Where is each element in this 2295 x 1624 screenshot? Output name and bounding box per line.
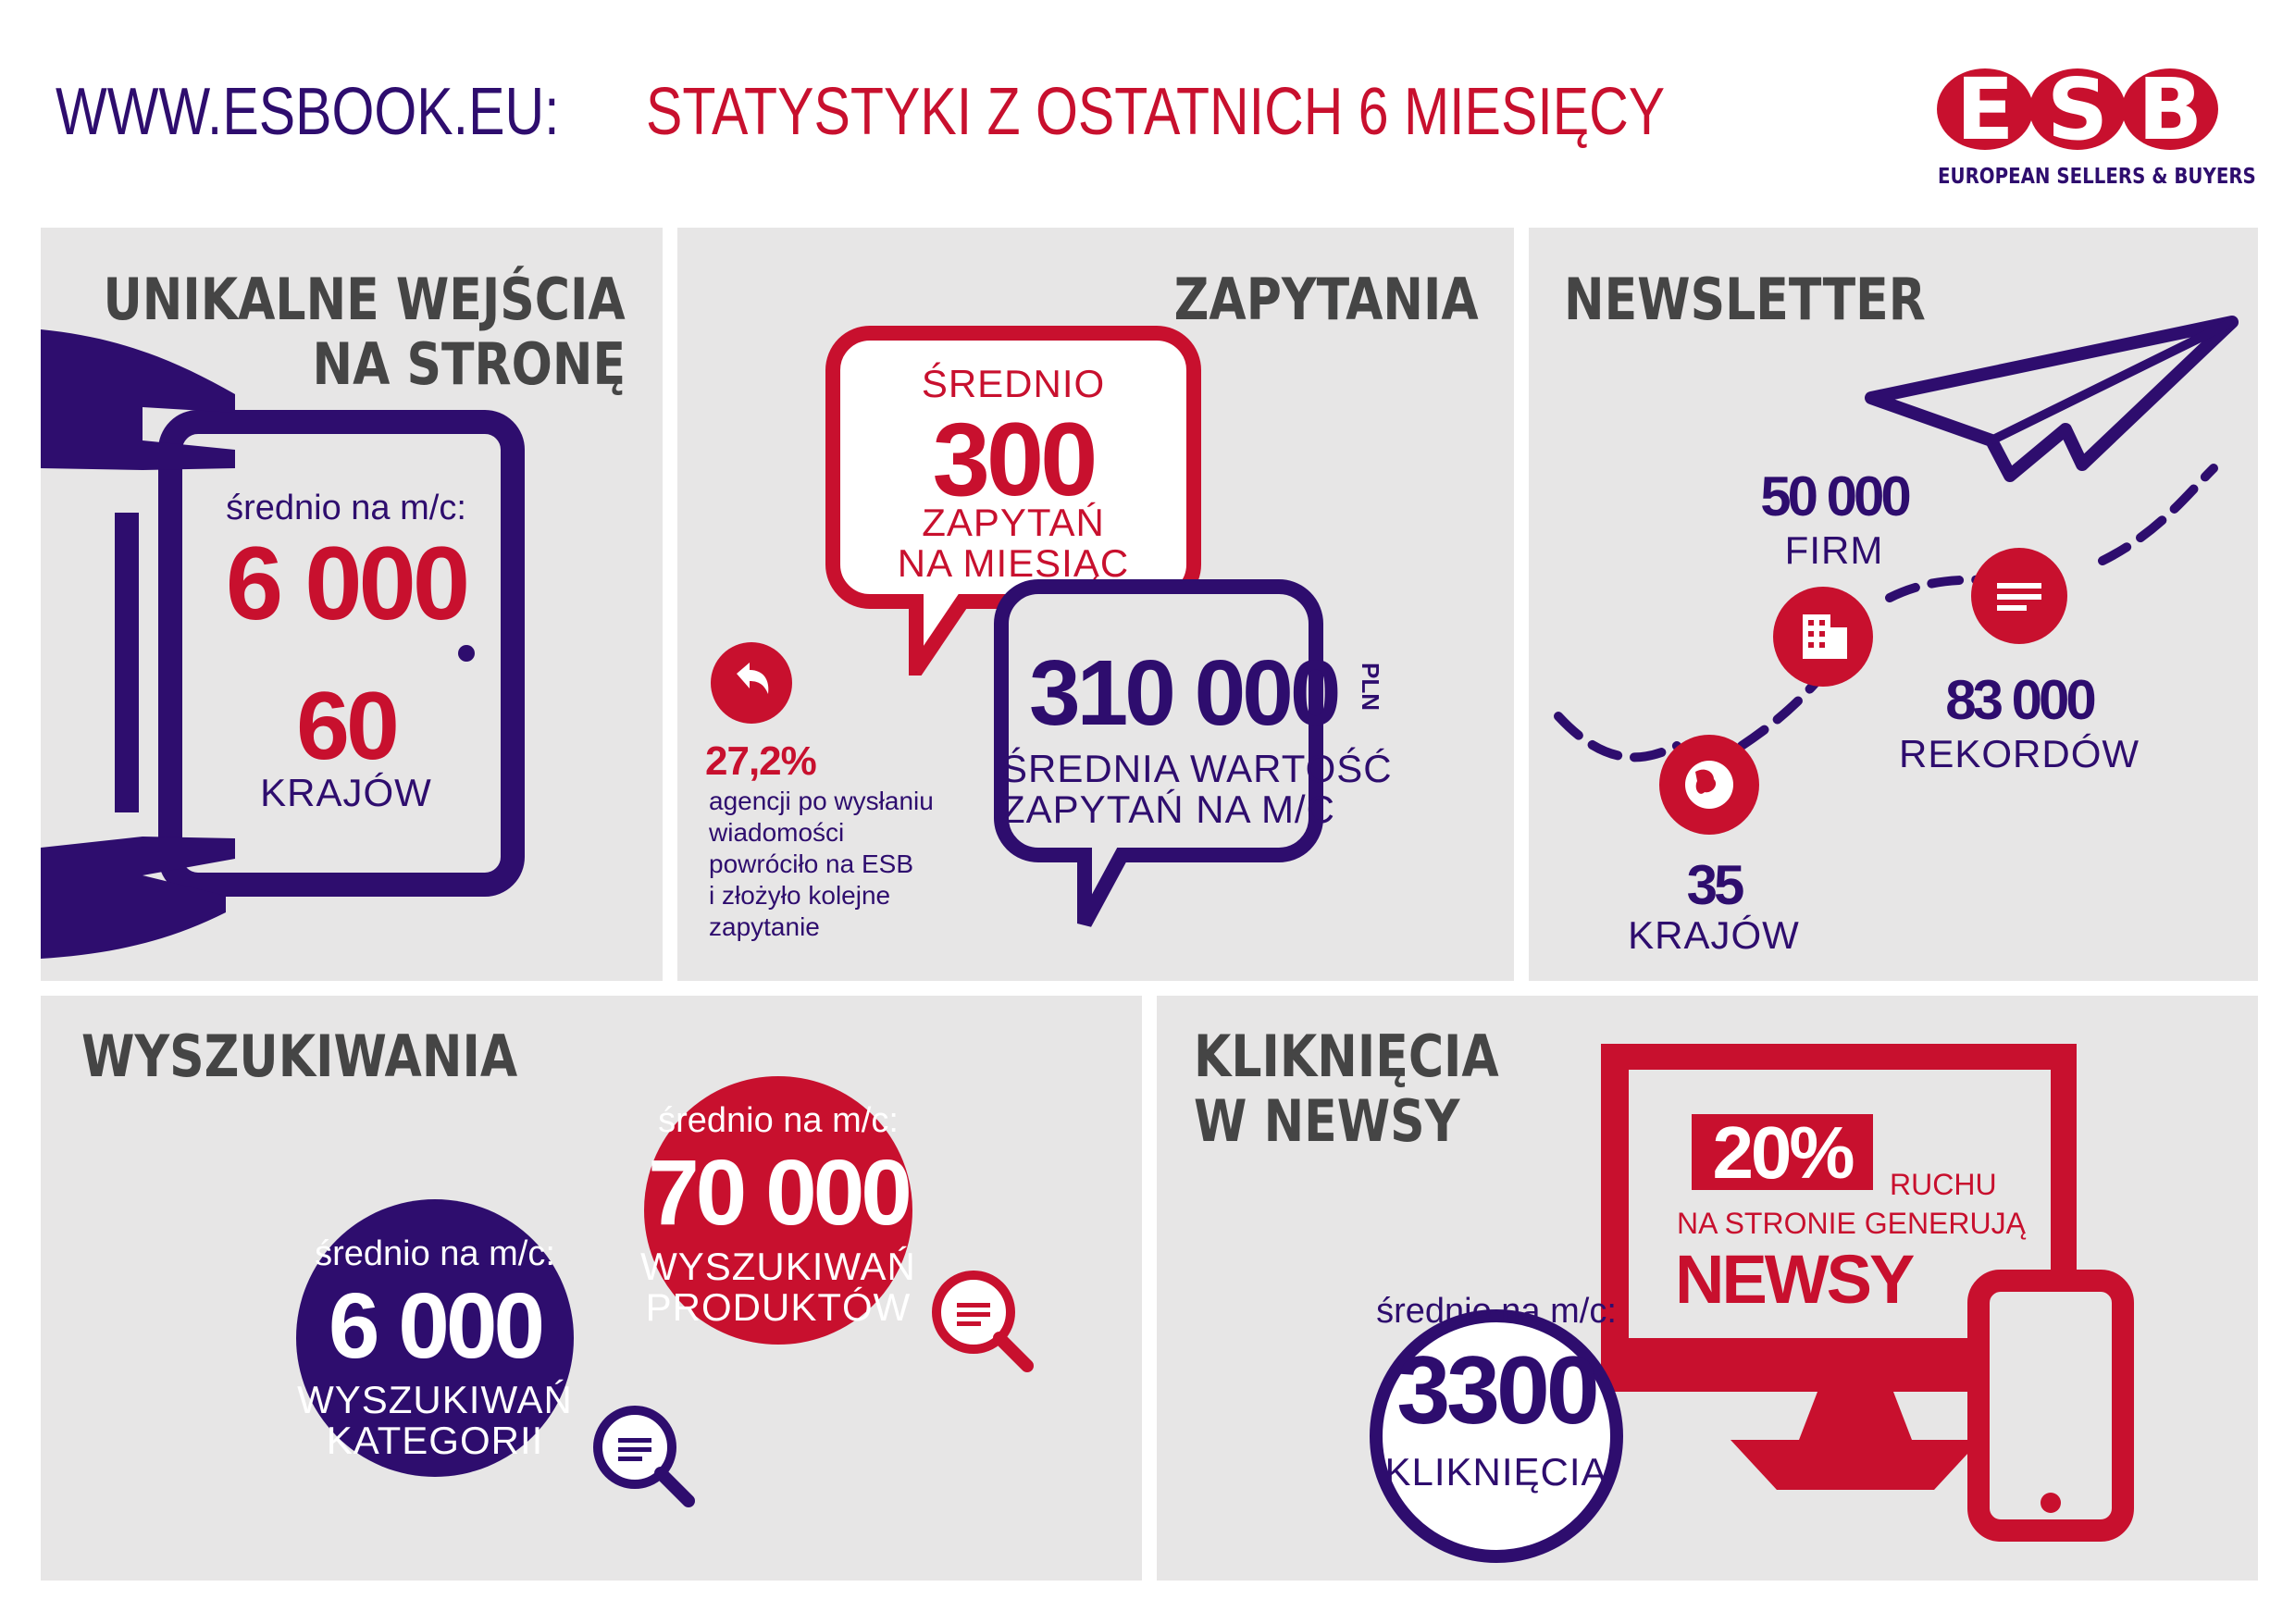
svg-text:S: S (2047, 61, 2108, 154)
paper-plane-icon (1865, 316, 2239, 482)
esb-logo-mark: E S B (1937, 60, 2218, 159)
svg-text:E: E (1956, 61, 2015, 154)
red-line2: PRODUKTÓW (645, 1285, 912, 1329)
purple-value: 6 000 (328, 1274, 545, 1378)
search-circles (296, 1063, 1034, 1507)
panel-unique-visits: UNIKALNE WEJŚCIA NA STRONĘ średnio na m/… (41, 228, 663, 981)
return-line2: wiadomości (709, 818, 845, 847)
clicks-title-line2: W NEWSY (1194, 1087, 1460, 1155)
bubble2-unit: PLN (1357, 663, 1384, 711)
phone-icon (1967, 1270, 2134, 1542)
svg-text:B: B (2138, 61, 2202, 154)
panel-inquiries: ZAPYTANIA ŚREDNIO 300 ZAPYTAŃ NA MIESIĄC… (677, 228, 1514, 981)
return-line4: i złożyło kolejne (709, 881, 891, 910)
bubble2-value: 310 000 (1029, 641, 1341, 745)
nl-countries-label: KRAJÓW (1628, 913, 1800, 957)
news-word: NEWSY (1675, 1241, 1915, 1318)
inquiries-title: ZAPYTANIA (1173, 266, 1479, 333)
return-line1: agencji po wysłaniu (709, 787, 934, 815)
unique-countries-label: KRAJÓW (260, 771, 432, 814)
bubble1-line2: NA MIESIĄC (897, 541, 1130, 585)
tablet-icon (41, 329, 525, 959)
devices-graphic (1370, 1044, 2134, 1563)
red-value: 70 000 (648, 1141, 912, 1245)
building-icon (1773, 587, 1873, 687)
unique-value: 6 000 (225, 526, 470, 641)
news-traffic: RUCHU (1890, 1168, 1997, 1201)
unique-title-line1: UNIKALNE WEJŚCIA (103, 266, 626, 333)
clicks-value: 3300 (1396, 1337, 1599, 1444)
return-percent: 27,2% (705, 738, 817, 784)
esb-logo: E S B EUROPEAN SELLERS & BUYERS (1934, 60, 2256, 189)
panel-newsletter: NEWSLETTER 50 000 FI (1529, 228, 2258, 981)
bubble1-top: ŚREDNIO (921, 362, 1106, 405)
searches-title: WYSZUKIWANIA (81, 1023, 518, 1090)
magnifier-icon (932, 1271, 1034, 1372)
red-avg: średnio na m/c: (658, 1101, 899, 1140)
document-icon (1971, 548, 2067, 644)
bubble1-value: 300 (932, 402, 1098, 517)
clicks-title-line1: KLIKNIĘCIA (1194, 1023, 1499, 1090)
news-generate: NA STRONIE GENERUJĄ (1677, 1207, 2026, 1240)
bubble1-line1: ZAPYTAŃ (922, 501, 1105, 544)
purple-line1: WYSZUKIWAŃ (297, 1378, 573, 1421)
panel-searches: WYSZUKIWANIA średnio na m/c: 70 000 WYSZ… (41, 996, 1142, 1581)
clicks-avg: średnio na m/c: (1376, 1292, 1617, 1331)
panel-news-clicks: KLIKNIĘCIA W NEWSY 20% RUCHU NA STRONIE … (1157, 996, 2258, 1581)
return-line5: zapytanie (709, 912, 820, 941)
return-arrow-icon (711, 642, 792, 724)
nl-countries-value: 35 (1686, 854, 1745, 916)
newsletter-path (1554, 316, 2239, 835)
globe-icon (1659, 735, 1759, 835)
news-percent: 20% (1712, 1111, 1855, 1194)
firms-value: 50 000 (1760, 465, 1912, 527)
bubble2-line1: ŚREDNIA WARTOŚĆ (1001, 747, 1393, 790)
clicks-label: KLIKNIĘCIA (1384, 1450, 1608, 1494)
unique-avg-label: średnio na m/c: (226, 489, 466, 527)
unique-title-line2: NA STRONĘ (312, 330, 626, 398)
red-line1: WYSZUKIWAŃ (640, 1245, 916, 1288)
page-title: STATYSTYKI Z OSTATNICH 6 MIESIĘCY (646, 75, 1666, 149)
logo-tagline: EUROPEAN SELLERS & BUYERS (1938, 165, 2256, 189)
firms-label: FIRM (1784, 528, 1884, 572)
purple-line2: KATEGORII (326, 1419, 544, 1462)
purple-speech-bubble (994, 579, 1323, 927)
records-value: 83 000 (1945, 669, 2097, 731)
newsletter-title: NEWSLETTER (1564, 266, 1926, 333)
site-url: WWW.ESBOOK.EU: (56, 75, 560, 149)
bubble2-line2: ZAPYTAŃ NA M/C (1001, 787, 1335, 831)
return-line3: powróciło na ESB (709, 849, 914, 878)
unique-countries-value: 60 (296, 673, 400, 780)
purple-avg: średnio na m/c: (315, 1234, 555, 1273)
records-label: REKORDÓW (1899, 732, 2140, 775)
magnifier-icon (593, 1406, 695, 1507)
